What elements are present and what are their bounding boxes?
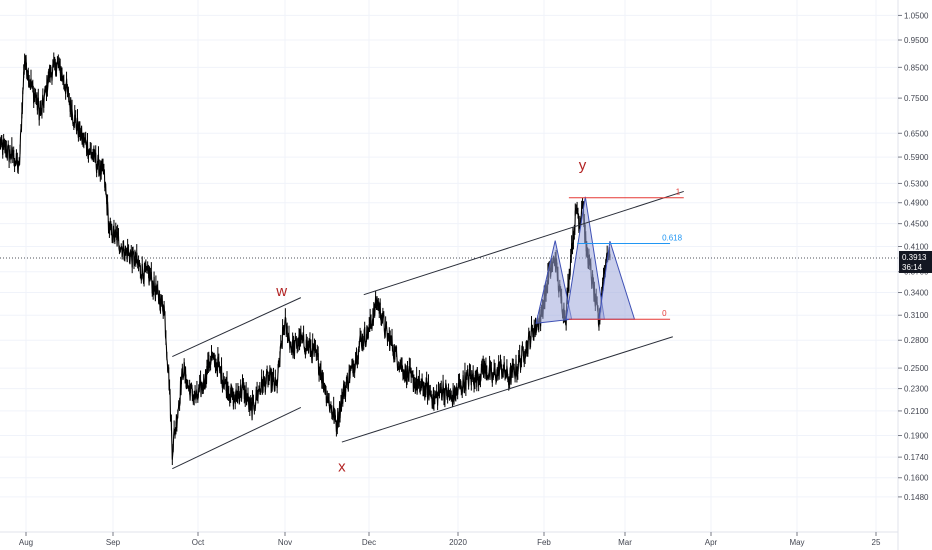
x-tick-label: Nov [278,538,292,547]
y-tick-label: 1.0500 [904,11,929,20]
y-tick-label: 0.1480 [904,493,929,502]
drawings: 1 0.618 0 [0,188,898,470]
wave-label-w: w [275,283,287,300]
wave-label-x: x [338,459,346,476]
x-tick-label: Sep [106,538,121,547]
trendline [341,336,673,443]
current-price-label: 0.3913 [902,253,927,262]
x-tick-label: Oct [192,538,205,547]
price-series [0,52,611,466]
y-tick-label: 0.9500 [904,36,929,45]
y-tick-label: 0.5900 [904,153,929,162]
fib-level-label: 0.618 [662,234,683,243]
annotations: w x y [275,157,587,476]
y-tick-label: 0.2500 [904,364,929,373]
y-tick-label: 0.4100 [904,243,929,252]
y-tick-label: 0.8500 [904,63,929,72]
trendline [172,406,302,470]
y-tick-label: 0.1740 [904,453,929,462]
triangle-pattern [535,240,573,324]
x-tick-label: 2020 [449,538,467,547]
price-badge [899,250,932,273]
y-tick-label: 0.1600 [904,474,929,483]
price-line [0,54,611,460]
countdown-label: 36:14 [902,263,923,272]
x-tick-label: Dec [362,538,376,547]
y-tick-label: 0.7500 [904,94,929,103]
wave-label-y: y [579,157,587,174]
fib-level-label: 0 [662,309,667,318]
x-tick-label: Feb [537,538,551,547]
y-tick-label: 0.2800 [904,336,929,345]
y-tick-label: 0.3400 [904,289,929,298]
triangle-pattern [598,241,636,320]
y-tick-label: 0.1900 [904,432,929,441]
y-tick-label: 0.4900 [904,199,929,208]
y-tick-label: 0.2100 [904,407,929,416]
x-tick-label: May [789,538,804,547]
x-tick-label: Mar [618,538,632,547]
x-tick-label: Apr [705,538,718,547]
y-tick-label: 0.6500 [904,129,929,138]
x-tick-label: Aug [19,538,33,547]
y-tick-label: 0.2300 [904,385,929,394]
x-tick-label: 25 [872,538,881,547]
trendline [363,190,684,296]
trendline [172,297,302,358]
fib-level-label: 1 [676,188,681,197]
y-tick-label: 0.3100 [904,311,929,320]
y-tick-label: 0.5300 [904,179,929,188]
y-tick-label: 0.4500 [904,220,929,229]
